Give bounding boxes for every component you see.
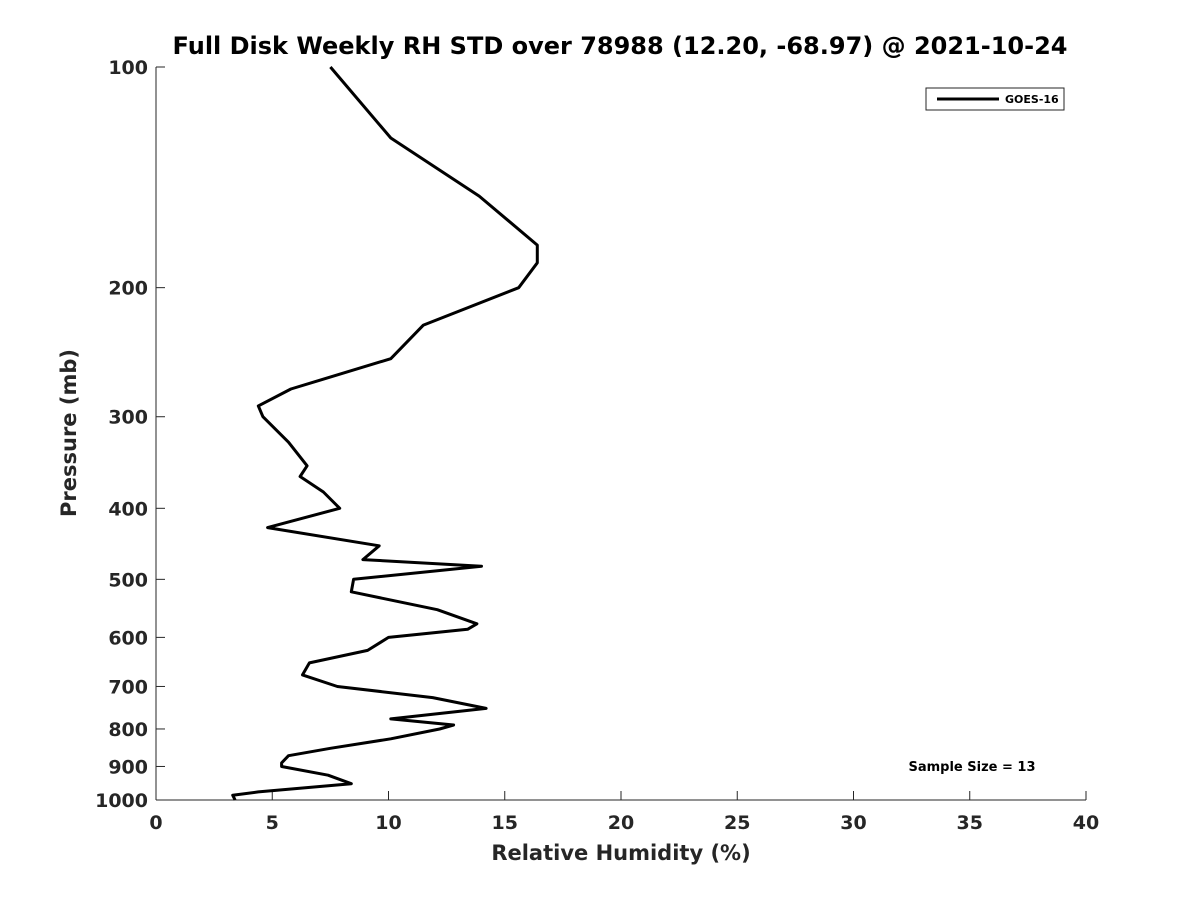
y-tick-label: 800: [108, 719, 148, 741]
y-tick-label: 400: [108, 498, 148, 520]
legend-entry-goes-16: GOES-16: [1005, 93, 1059, 106]
y-tick-label: 700: [108, 676, 148, 698]
y-axis-ticks: 100 200 300 400 500 600 700 800 900 1000: [95, 57, 165, 812]
x-tick-label: 35: [957, 812, 983, 834]
x-tick-label: 20: [608, 812, 634, 834]
x-axis-ticks: 0 5 10 15 20 25 30 35 40: [149, 791, 1099, 834]
x-tick-label: 30: [840, 812, 866, 834]
x-tick-label: 5: [266, 812, 279, 834]
x-tick-label: 15: [492, 812, 518, 834]
x-tick-label: 25: [724, 812, 750, 834]
y-tick-label: 600: [108, 627, 148, 649]
y-tick-label: 1000: [95, 790, 148, 812]
y-tick-label: 200: [108, 278, 148, 300]
y-tick-label: 500: [108, 569, 148, 591]
y-tick-label: 900: [108, 756, 148, 778]
x-axis-label: Relative Humidity (%): [491, 841, 750, 865]
y-axis-label: Pressure (mb): [57, 349, 81, 517]
x-tick-label: 40: [1073, 812, 1099, 834]
chart-title: Full Disk Weekly RH STD over 78988 (12.2…: [173, 32, 1068, 60]
y-tick-label: 300: [108, 407, 148, 429]
x-tick-label: 0: [149, 812, 162, 834]
y-tick-label: 100: [108, 57, 148, 79]
series-layer: [231, 66, 539, 801]
series-line-goes-16: [231, 66, 539, 801]
x-tick-label: 10: [375, 812, 401, 834]
legend: GOES-16: [925, 87, 1065, 111]
sample-size-annotation: Sample Size = 13: [908, 760, 1035, 775]
